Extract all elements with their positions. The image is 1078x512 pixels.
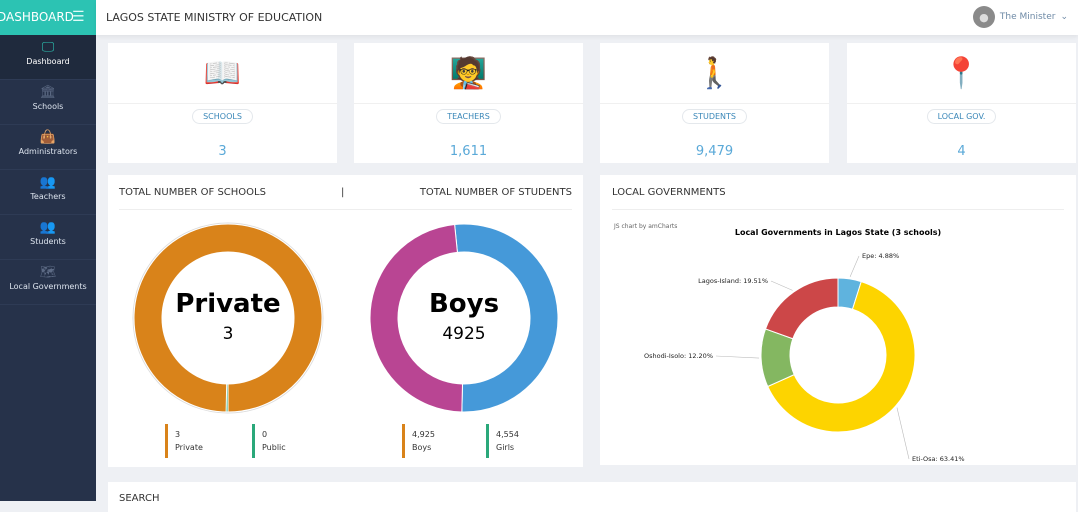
slice-lagos-island[interactable] bbox=[764, 277, 839, 340]
sidebar-item-teachers[interactable]: 👥 Teachers bbox=[0, 170, 96, 215]
bank-icon: 🏛 bbox=[39, 85, 57, 100]
sidebar-item-administrators[interactable]: 👜 Administrators bbox=[0, 125, 96, 170]
stat-card-students[interactable]: 🚶 STUDENTS 9,479 bbox=[600, 43, 829, 163]
slice-label: Lagos-Island: 19.51% bbox=[698, 277, 768, 285]
sidebar-item-label: Local Governments bbox=[9, 282, 87, 291]
school-book-icon: 📖 bbox=[203, 56, 242, 91]
students-donut: Boys 4925 bbox=[369, 223, 559, 413]
sidebar-item-label: Administrators bbox=[18, 147, 78, 156]
sidebar-item-dashboard[interactable]: 🖵 Dashboard bbox=[0, 35, 96, 80]
stat-value: 3 bbox=[218, 144, 227, 159]
avatar: ● bbox=[972, 6, 995, 28]
stat-card-teachers[interactable]: 🧑‍🏫 TEACHERS 1,611 bbox=[354, 43, 583, 163]
center-value: 3 bbox=[223, 324, 234, 344]
slice-boys[interactable] bbox=[454, 223, 559, 413]
slice-private[interactable] bbox=[133, 223, 323, 413]
stat-label: LOCAL GOV. bbox=[926, 109, 997, 124]
legend-boys: 4,925 Boys bbox=[402, 424, 435, 458]
sidebar-item-schools[interactable]: 🏛 Schools bbox=[0, 80, 96, 125]
panel-title-schools: TOTAL NUMBER OF SCHOOLS bbox=[119, 187, 266, 198]
schools-donut: Private 3 bbox=[132, 222, 324, 414]
center-label: Private bbox=[175, 289, 280, 319]
menu-toggle-icon[interactable]: ☰ bbox=[72, 9, 85, 25]
sidebar-item-students[interactable]: 👥 Students bbox=[0, 215, 96, 260]
panel-title-students: TOTAL NUMBER OF STUDENTS bbox=[419, 187, 572, 198]
legend-girls: 4,554 Girls bbox=[486, 424, 519, 458]
legend-private: 3 Private bbox=[165, 424, 203, 458]
monitor-icon: 🖵 bbox=[41, 40, 55, 55]
stat-label: STUDENTS bbox=[682, 109, 747, 124]
map-icon: 🗺 bbox=[39, 265, 57, 280]
panel-title-lg: LOCAL GOVERNMENTS bbox=[612, 187, 726, 198]
panel-title-search: SEARCH bbox=[119, 493, 160, 504]
local-governments-panel: LOCAL GOVERNMENTS JS chart by amCharts L… bbox=[600, 175, 1076, 465]
stat-card-local-gov[interactable]: 📍 LOCAL GOV. 4 bbox=[847, 43, 1076, 163]
sidebar-item-label: Dashboard bbox=[26, 57, 70, 66]
sidebar-item-label: Students bbox=[30, 237, 66, 246]
stat-label: TEACHERS bbox=[436, 109, 501, 124]
lg-donut: Epe: 4.88% Eti-Osa: 63.41% Oshodi-Isolo: 1… bbox=[644, 252, 965, 463]
stat-value: 1,611 bbox=[449, 144, 488, 159]
slice-public[interactable] bbox=[225, 383, 229, 413]
teachers-icon: 🧑‍🏫 bbox=[449, 56, 488, 91]
header: LAGOS STATE MINISTRY OF EDUCATION ● The … bbox=[96, 0, 1078, 35]
legend-public: 0 Public bbox=[252, 424, 286, 458]
students-icon: 🚶 bbox=[695, 56, 734, 91]
stat-card-schools[interactable]: 📖 SCHOOLS 3 bbox=[108, 43, 337, 163]
brand[interactable]: DASHBOARD bbox=[0, 0, 96, 35]
lg-chart-title: Local Governments in Lagos State (3 scho… bbox=[734, 228, 942, 237]
page-title: LAGOS STATE MINISTRY OF EDUCATION bbox=[106, 11, 323, 24]
sidebar-item-label: Schools bbox=[32, 102, 64, 111]
slice-label: Oshodi-Isolo: 12.20% bbox=[644, 352, 713, 360]
slice-label: Eti-Osa: 63.41% bbox=[912, 455, 965, 463]
stat-label: SCHOOLS bbox=[192, 109, 253, 124]
stat-value: 4 bbox=[957, 144, 966, 159]
slice-girls[interactable] bbox=[369, 223, 463, 413]
chevron-down-icon: ⌄ bbox=[1060, 12, 1068, 22]
sidebar: 🖵 Dashboard 🏛 Schools 👜 Administrators 👥 Tea… bbox=[0, 35, 96, 501]
stat-value: 9,479 bbox=[695, 144, 734, 159]
user-menu[interactable]: ● The Minister ⌄ bbox=[972, 6, 1068, 28]
slice-label: Epe: 4.88% bbox=[862, 252, 899, 260]
group-icon: 👥 bbox=[39, 220, 57, 235]
amcharts-credit[interactable]: JS chart by amCharts bbox=[614, 223, 678, 230]
search-panel: SEARCH bbox=[108, 482, 1076, 512]
group-icon: 👥 bbox=[39, 175, 57, 190]
slice-eti-osa[interactable] bbox=[767, 280, 916, 433]
sidebar-item-label: Teachers bbox=[30, 192, 66, 201]
bag-icon: 👜 bbox=[39, 130, 57, 145]
center-label: Boys bbox=[429, 289, 499, 319]
map-pins-icon: 📍 bbox=[942, 56, 981, 91]
user-name: The Minister bbox=[999, 12, 1056, 22]
sidebar-item-local-governments[interactable]: 🗺 Local Governments bbox=[0, 260, 96, 305]
schools-students-panel: TOTAL NUMBER OF SCHOOLS | TOTAL NUMBER O… bbox=[108, 175, 583, 467]
center-value: 4925 bbox=[442, 324, 485, 344]
separator: | bbox=[341, 187, 345, 198]
